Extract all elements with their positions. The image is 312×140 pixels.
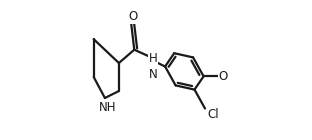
Text: O: O <box>218 70 227 83</box>
Text: O: O <box>128 10 138 23</box>
Text: NH: NH <box>99 101 116 114</box>
Text: H
N: H N <box>149 52 157 80</box>
Text: Cl: Cl <box>207 108 219 121</box>
